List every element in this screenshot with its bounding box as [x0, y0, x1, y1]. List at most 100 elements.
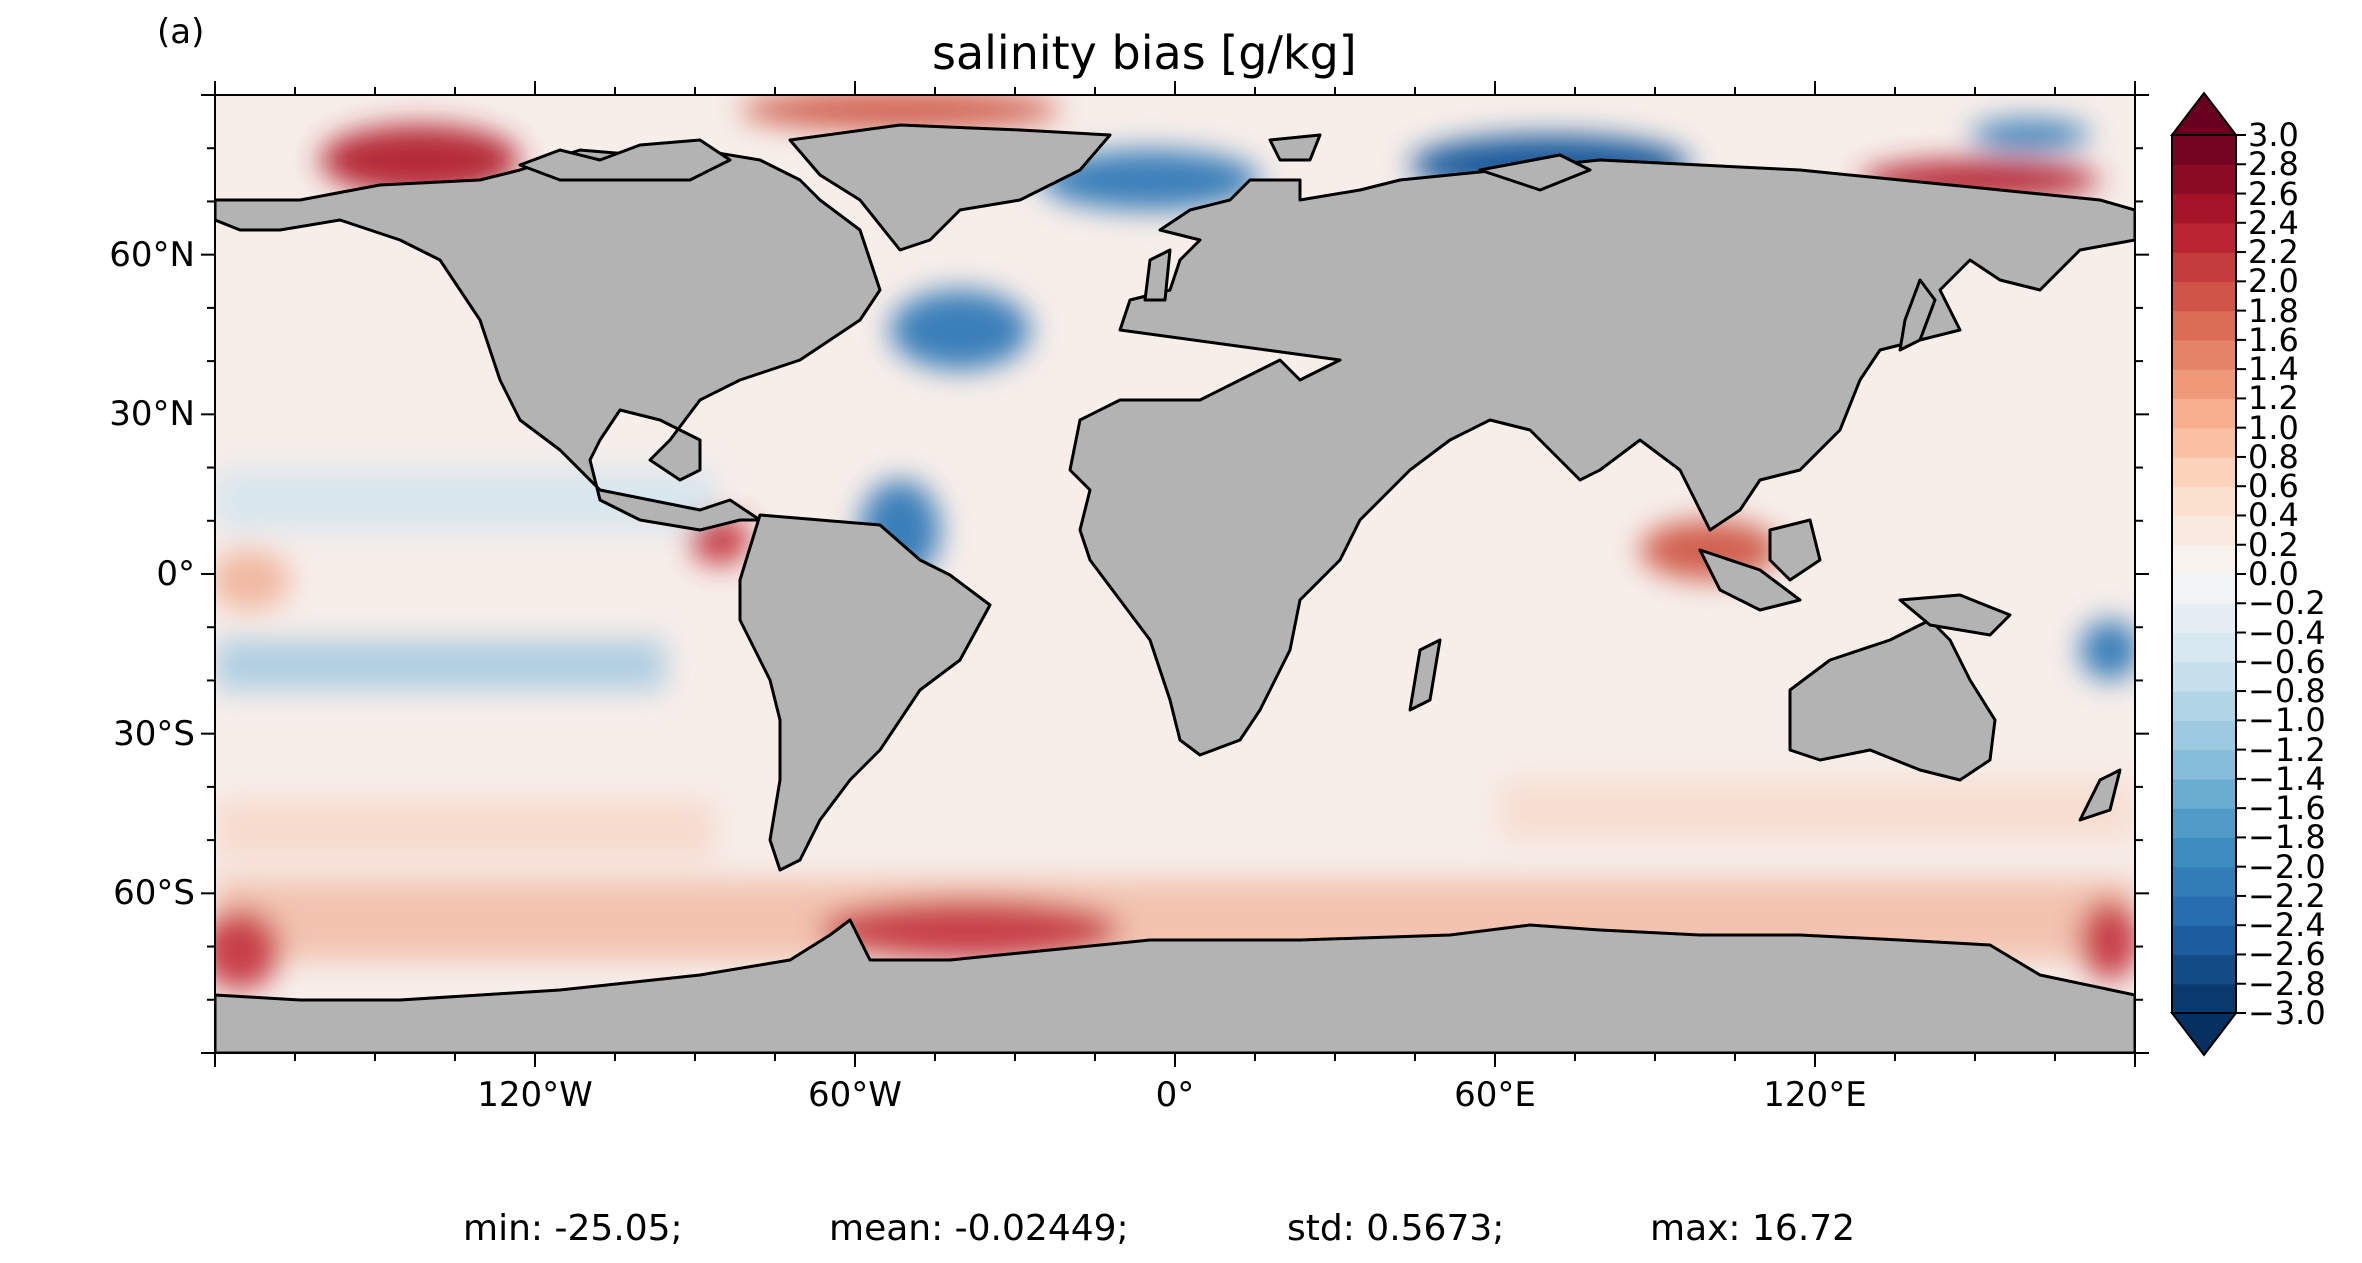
lon-tick-label: 0°	[1155, 1075, 1195, 1115]
colorbar-tick-label: 1.0	[2248, 408, 2299, 447]
stat-max: max: 16.72	[1650, 1208, 1856, 1249]
new-guinea	[1898, 593, 2012, 637]
colorbar-tick-label: −1.4	[2248, 759, 2326, 798]
colorbar-bin	[2172, 398, 2236, 429]
colorbar-bin	[2172, 632, 2236, 663]
colorbar-bin	[2172, 164, 2236, 195]
colorbar-bin	[2172, 427, 2236, 458]
colorbar-bin	[2172, 720, 2236, 751]
colorbar-tick-label: 1.4	[2248, 350, 2299, 389]
colorbar-tick-label: −0.6	[2248, 642, 2326, 681]
lat-tick-label: 30°N	[109, 394, 195, 435]
colorbar-bin	[2172, 837, 2236, 868]
indonesia	[1698, 548, 1802, 612]
land	[215, 123, 2135, 1053]
stat-std: std: 0.5673;	[1287, 1208, 1505, 1249]
colorbar-bin	[2172, 778, 2236, 809]
svalbard	[1268, 133, 1322, 162]
bias-field	[215, 95, 2135, 990]
colorbar-tick-label: 1.8	[2248, 291, 2299, 330]
colorbar-tick-label: 0.4	[2248, 496, 2299, 535]
colorbar-bin	[2172, 866, 2236, 897]
colorbar-bin	[2172, 544, 2236, 575]
colorbar-bin	[2172, 749, 2236, 780]
colorbar-bin	[2172, 193, 2236, 224]
colorbar	[2169, 91, 2246, 1057]
colorbar-tick-label: −2.4	[2248, 906, 2326, 945]
colorbar-bin	[2172, 808, 2236, 838]
lon-tick-label: 120°E	[1763, 1075, 1867, 1115]
colorbar-bin	[2172, 515, 2236, 546]
colorbar-bin	[2172, 983, 2236, 1014]
south-america	[738, 513, 992, 872]
colorbar-bin	[2172, 310, 2236, 341]
colorbar-tick-label: −0.2	[2248, 584, 2326, 623]
colorbar-tick-label: −0.4	[2248, 613, 2326, 652]
colorbar-tick-label: 2.0	[2248, 262, 2299, 301]
colorbar-bin	[2172, 691, 2236, 721]
new-zealand	[2078, 768, 2122, 822]
colorbar-tick-label: −3.0	[2248, 994, 2326, 1032]
australia	[1788, 618, 1997, 782]
colorbar-tick-label: 3.0	[2248, 116, 2299, 154]
colorbar-bin	[2172, 486, 2236, 517]
colorbar-tick-label: 2.6	[2248, 174, 2299, 213]
lat-tick-label: 60°N	[109, 234, 195, 275]
colorbar-tick-label: 1.6	[2248, 320, 2299, 359]
colorbar-tick-label: 2.2	[2248, 233, 2299, 272]
eurasia-africa	[1068, 158, 2135, 757]
borneo	[1768, 518, 1822, 582]
colorbar-tick-label: 1.2	[2248, 379, 2299, 418]
colorbar-tick-label: −1.8	[2248, 818, 2326, 857]
colorbar-tick-label: −1.2	[2248, 730, 2326, 769]
colorbar-bin	[2172, 135, 2236, 165]
colorbar-bin	[2172, 281, 2236, 312]
novaya-zemlya	[1478, 153, 1592, 192]
colorbar-bin	[2172, 222, 2236, 253]
colorbar-bin	[2172, 339, 2236, 370]
stat-min: min: -25.05;	[463, 1208, 683, 1249]
colorbar-bin	[2172, 574, 2236, 604]
colorbar-tick-label: 0.6	[2248, 467, 2299, 506]
colorbar-bin	[2172, 895, 2236, 926]
colorbar-bin	[2172, 603, 2236, 634]
colorbar-tick-label: 0.2	[2248, 525, 2299, 564]
north-america	[215, 148, 882, 532]
colorbar-extend-max	[2169, 91, 2239, 136]
colorbar-tick-label: 2.8	[2248, 145, 2299, 184]
colorbar-tick-label: −2.0	[2248, 847, 2326, 886]
colorbar-bin	[2172, 954, 2236, 985]
colorbar-tick-label: −2.2	[2248, 876, 2326, 915]
lat-tick-label: 60°S	[113, 873, 195, 914]
colorbar-tick-label: −0.8	[2248, 672, 2326, 711]
madagascar	[1408, 638, 1442, 712]
japan	[1898, 278, 1937, 352]
colorbar-tick-label: −1.6	[2248, 789, 2326, 828]
colorbar-bin	[2172, 456, 2236, 487]
stat-mean: mean: -0.02449;	[829, 1208, 1129, 1249]
antarctica	[215, 918, 2135, 1053]
canadian-archipelago	[518, 138, 732, 182]
map-title: salinity bias [g/kg]	[932, 26, 1357, 80]
lon-tick-label: 60°E	[1454, 1075, 1536, 1115]
lon-tick-label: 120°W	[477, 1075, 593, 1115]
map-ticks	[201, 81, 2149, 1067]
colorbar-bin	[2172, 661, 2236, 692]
colorbar-tick-label: −2.8	[2248, 964, 2326, 1003]
colorbar-bin	[2172, 369, 2236, 399]
lon-tick-label: 60°W	[808, 1075, 902, 1115]
colorbar-bin	[2172, 252, 2236, 282]
lat-tick-label: 0°	[156, 554, 195, 594]
colorbar-tick-label: 0.8	[2248, 437, 2299, 476]
panel-label: (a)	[157, 12, 205, 52]
colorbar-bin	[2172, 925, 2236, 956]
greenland	[788, 123, 1112, 252]
colorbar-tick-label: −1.0	[2248, 701, 2326, 740]
lat-tick-label: 30°S	[113, 713, 195, 754]
british-isles	[1143, 248, 1172, 302]
colorbar-tick-label: 0.0	[2248, 555, 2299, 593]
colorbar-extend-min	[2169, 1012, 2239, 1057]
colorbar-tick-label: −2.6	[2248, 935, 2326, 974]
colorbar-tick-label: 2.4	[2248, 203, 2299, 242]
